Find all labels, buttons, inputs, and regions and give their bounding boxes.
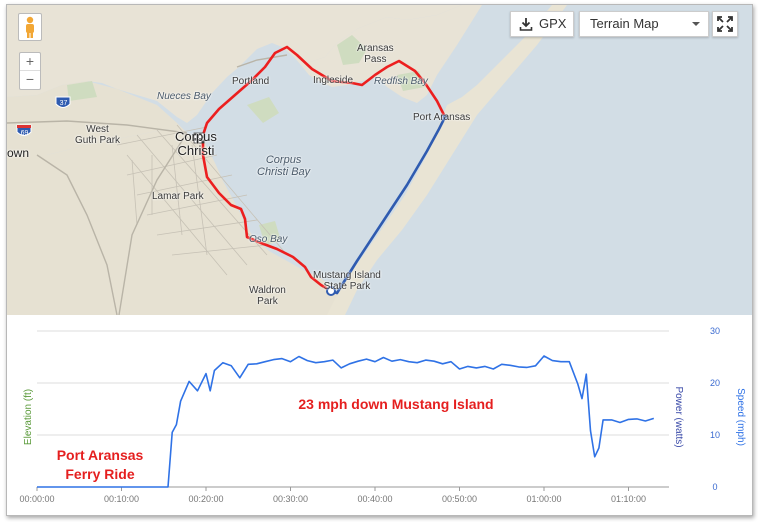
gpx-label: GPX xyxy=(539,16,567,31)
map-type-select[interactable]: Terrain Map xyxy=(579,11,709,37)
route-map[interactable]: 37 69 Nueces Bay Portland Ingleside Aran… xyxy=(7,5,752,315)
caret-down-icon xyxy=(692,22,700,26)
person-icon xyxy=(26,16,34,38)
label-redfish-bay: Redfish Bay xyxy=(374,76,428,87)
power-axis-label: Power (watts) xyxy=(673,386,684,447)
label-corpus-christi-bay: Corpus Christi Bay xyxy=(257,154,311,178)
label-portland: Portland xyxy=(232,76,270,87)
x-tick-label: 00:10:00 xyxy=(104,494,139,504)
fullscreen-button[interactable] xyxy=(712,11,738,37)
gpx-download-button[interactable]: GPX xyxy=(510,11,574,37)
map-type-value: Terrain Map xyxy=(590,16,659,31)
end-marker xyxy=(326,286,336,296)
highway-69-label: 69 xyxy=(20,130,29,137)
x-tick-label: 00:00:00 xyxy=(19,494,54,504)
elevation-speed-chart[interactable]: 00:00:00 00:10:00 00:20:00 00:30:00 00:40:00… xyxy=(7,315,752,515)
annotation-mustang-island: 23 mph down Mustang Island xyxy=(298,396,493,412)
label-lamar-park: Lamar Park xyxy=(152,191,204,202)
y-tick-label: 20 xyxy=(710,378,720,388)
zoom-control: + − xyxy=(19,52,41,90)
highway-37-icon xyxy=(55,96,71,108)
annotation-ferry-ride-line2: Ferry Ride xyxy=(65,466,134,482)
label-corpus-christi: Corpus Christi xyxy=(175,129,217,158)
label-mustang-island-state-park: Mustang Island State Park xyxy=(313,270,381,292)
y-tick-label: 30 xyxy=(710,326,720,336)
label-aransas-pass: Aransas Pass xyxy=(357,43,394,65)
x-tick-label: 01:10:00 xyxy=(611,494,646,504)
land-mustang-island xyxy=(327,5,567,315)
route-red xyxy=(201,45,447,293)
fullscreen-icon xyxy=(717,16,733,32)
street-view-pegman-icon[interactable] xyxy=(18,13,42,41)
highway-69-icon xyxy=(16,124,32,136)
label-oso-bay: Oso Bay xyxy=(249,234,288,245)
x-tick-label: 00:30:00 xyxy=(273,494,308,504)
annotation-ferry-ride-line1: Port Aransas xyxy=(57,447,144,463)
y-tick-label: 0 xyxy=(712,482,717,492)
zoom-out-button[interactable]: − xyxy=(20,70,40,88)
x-tick-label: 00:20:00 xyxy=(188,494,223,504)
speed-axis-label: Speed (mph) xyxy=(735,388,746,446)
land-south xyxy=(7,129,341,315)
route-blue xyxy=(330,116,447,295)
label-west-guth-park: West Guth Park xyxy=(75,124,121,146)
zoom-in-button[interactable]: + xyxy=(25,53,35,69)
x-tick-label: 01:00:00 xyxy=(526,494,561,504)
x-tick-label: 00:50:00 xyxy=(442,494,477,504)
label-port-aransas: Port Aransas xyxy=(413,112,471,123)
label-ingleside: Ingleside xyxy=(313,75,354,86)
x-tick-label: 00:40:00 xyxy=(357,494,392,504)
route-viewer: 37 69 Nueces Bay Portland Ingleside Aran… xyxy=(6,4,753,516)
speed-series-line xyxy=(37,355,655,488)
y-tick-label: 10 xyxy=(710,430,720,440)
label-nueces-bay: Nueces Bay xyxy=(157,91,211,102)
chart-canvas: 00:00:00 00:10:00 00:20:00 00:30:00 00:40:00… xyxy=(19,326,746,504)
elevation-axis-label: Elevation (ft) xyxy=(23,389,34,445)
start-flag-icon xyxy=(193,132,205,144)
label-town-cut: own xyxy=(7,146,30,160)
land-mainland xyxy=(7,5,462,123)
label-waldron-park: Waldron Park xyxy=(249,285,286,307)
highway-37-label: 37 xyxy=(59,100,68,107)
land-west xyxy=(7,81,187,155)
map-canvas xyxy=(7,5,567,315)
land-north-east xyxy=(292,5,482,103)
download-icon xyxy=(519,18,533,31)
